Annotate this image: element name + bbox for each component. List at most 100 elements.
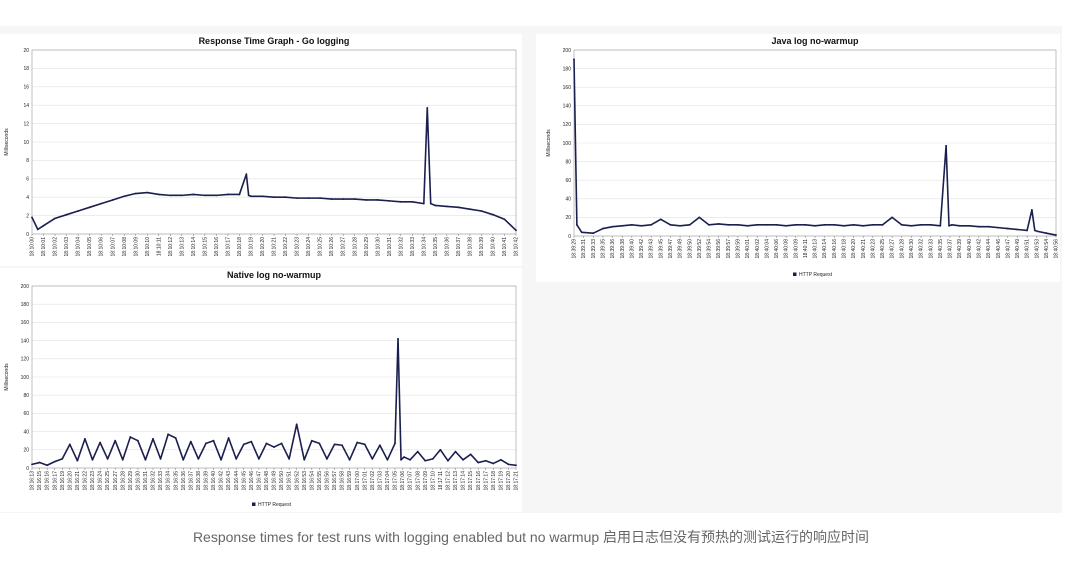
x-tick-label: 18:16:42	[219, 471, 225, 491]
data-point	[212, 439, 215, 442]
x-tick-label: 18:17:11	[438, 471, 444, 490]
data-point	[469, 208, 471, 211]
x-tick-label: 18:39:59	[735, 239, 741, 259]
data-point	[129, 436, 132, 438]
x-tick-label: 18:16:22	[83, 471, 89, 491]
data-point	[235, 458, 238, 460]
data-point	[371, 458, 374, 460]
x-tick-label: 18:16:21	[75, 471, 81, 491]
x-tick-label: 18:17:01	[362, 471, 368, 491]
data-point	[167, 433, 170, 436]
data-point	[273, 196, 275, 199]
data-point	[31, 216, 33, 219]
y-tick-label: 0	[568, 234, 571, 240]
data-point	[123, 195, 126, 198]
data-point	[146, 191, 149, 194]
data-point	[977, 225, 980, 228]
data-point	[862, 224, 865, 227]
data-point	[968, 224, 971, 227]
x-tick-label: 18:40:21	[861, 239, 867, 259]
data-point	[205, 442, 207, 445]
data-point	[227, 193, 229, 196]
x-tick-label: 18:16:16	[45, 471, 51, 491]
data-point	[215, 194, 218, 197]
x-tick-label: 18:16:28	[120, 471, 126, 491]
y-tick-label: 0	[26, 466, 29, 472]
x-tick-label: 18:39:36	[610, 239, 616, 259]
x-tick-label: 18:40:04	[764, 239, 770, 259]
x-tick-label: 18:10:07	[110, 237, 116, 257]
x-tick-label: 18:40:02	[755, 239, 761, 259]
data-point	[434, 204, 437, 207]
data-point	[580, 231, 583, 234]
x-tick-label: 18:16:49	[272, 471, 278, 491]
data-point	[54, 217, 56, 220]
x-tick-label: 18:16:43	[226, 471, 232, 491]
chart-native-log-no-warmup: Native log no-warmup 0 20 40 60 80 100 120 140 16…	[0, 268, 522, 512]
data-point	[376, 199, 379, 201]
x-tick-label: 18:17:00	[355, 471, 361, 491]
data-point	[326, 458, 328, 460]
x-tick-label: 18:16:23	[90, 471, 96, 491]
x-tick-label: 18:10:42	[514, 237, 520, 257]
data-point	[630, 223, 633, 226]
data-point	[134, 192, 137, 195]
x-tick-label: 18:40:54	[1044, 239, 1050, 259]
data-point	[945, 144, 948, 147]
x-tick-label: 18:10:33	[410, 237, 416, 257]
data-point	[203, 194, 206, 197]
data-point	[261, 195, 264, 198]
data-point	[303, 458, 306, 461]
x-tick-label: 18:16:37	[188, 471, 194, 491]
x-tick-label: 18:40:20	[851, 239, 857, 259]
x-tick-label: 18:17:21	[514, 471, 520, 491]
chart-title: Response Time Graph - Go logging	[199, 36, 350, 46]
y-tick-label: 2	[26, 213, 29, 219]
y-tick-label: 160	[563, 85, 572, 91]
data-point	[445, 205, 448, 208]
x-tick-label: 18:17:09	[423, 471, 429, 491]
data-point	[114, 439, 117, 442]
x-tick-label: 18:10:29	[364, 237, 370, 257]
data-point	[920, 223, 922, 226]
x-tick-label: 18:40:18	[842, 239, 848, 259]
data-point	[1045, 232, 1048, 235]
y-tick-label: 0	[26, 232, 29, 238]
data-point	[348, 458, 351, 461]
x-tick-label: 18:16:54	[309, 471, 315, 491]
y-tick-label: 200	[21, 284, 30, 290]
x-tick-label: 18:16:15	[37, 471, 43, 491]
data-point	[669, 223, 672, 226]
y-tick-label: 80	[565, 159, 571, 165]
plot-background	[0, 34, 522, 266]
data-point	[53, 460, 56, 463]
x-tick-label: 18:40:13	[813, 239, 819, 259]
x-tick-label: 18:10:30	[375, 237, 381, 257]
data-point	[736, 223, 739, 226]
x-tick-label: 18:16:56	[325, 471, 331, 491]
data-point	[900, 223, 903, 226]
data-point	[794, 223, 797, 226]
data-point	[36, 228, 39, 231]
x-tick-label: 18:40:47	[1005, 239, 1011, 259]
legend-swatch	[793, 272, 797, 276]
data-point	[852, 223, 855, 226]
data-point	[227, 437, 230, 439]
x-tick-label: 18:10:05	[87, 237, 93, 257]
data-point	[659, 218, 662, 221]
data-point	[939, 224, 942, 227]
x-tick-label: 18:16:32	[151, 471, 157, 491]
data-point	[480, 210, 483, 212]
x-tick-label: 18:39:54	[707, 239, 713, 259]
legend-label: HTTP Request	[258, 502, 292, 508]
data-point	[679, 224, 681, 227]
y-tick-label: 80	[23, 393, 29, 399]
data-point	[785, 224, 787, 227]
x-tick-label: 18:39:45	[658, 239, 664, 259]
y-tick-label: 40	[23, 429, 29, 435]
legend-swatch	[252, 502, 256, 506]
data-point	[717, 223, 720, 225]
x-tick-label: 18:16:59	[347, 471, 353, 491]
series-line	[573, 59, 1057, 236]
x-tick-label: 18:40:28	[899, 239, 905, 259]
